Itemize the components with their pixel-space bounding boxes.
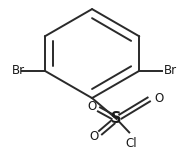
Text: S: S (111, 111, 122, 126)
Text: O: O (87, 100, 97, 113)
Text: O: O (155, 92, 164, 105)
Text: O: O (89, 130, 99, 143)
Text: Cl: Cl (125, 137, 137, 150)
Text: Br: Br (12, 64, 25, 77)
Text: Br: Br (164, 64, 177, 77)
